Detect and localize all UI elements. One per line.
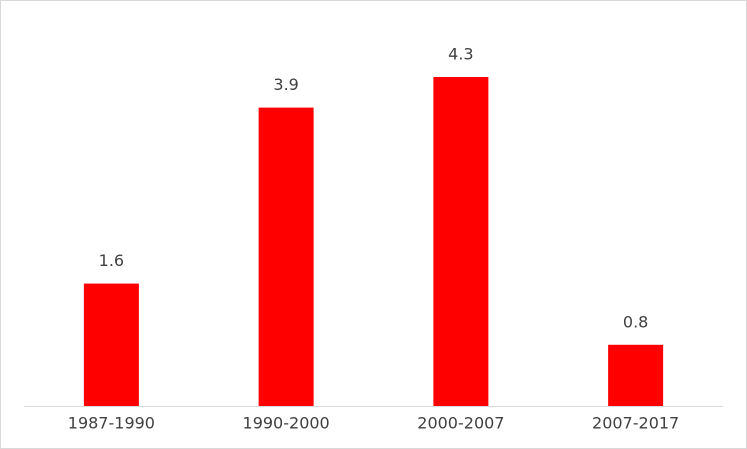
- x-tick-label: 2000-2007: [417, 414, 504, 433]
- x-tick-label: 2007-2017: [592, 414, 679, 433]
- data-label: 0.8: [623, 312, 648, 331]
- bar: [608, 344, 664, 406]
- bar: [258, 107, 314, 407]
- data-label: 1.6: [99, 251, 124, 270]
- bar: [433, 77, 489, 406]
- x-tick-label: 1990-2000: [243, 414, 330, 433]
- bar: [83, 283, 139, 406]
- x-tick-label: 1987-1990: [68, 414, 155, 433]
- data-label: 4.3: [448, 45, 473, 64]
- data-label: 3.9: [273, 75, 298, 94]
